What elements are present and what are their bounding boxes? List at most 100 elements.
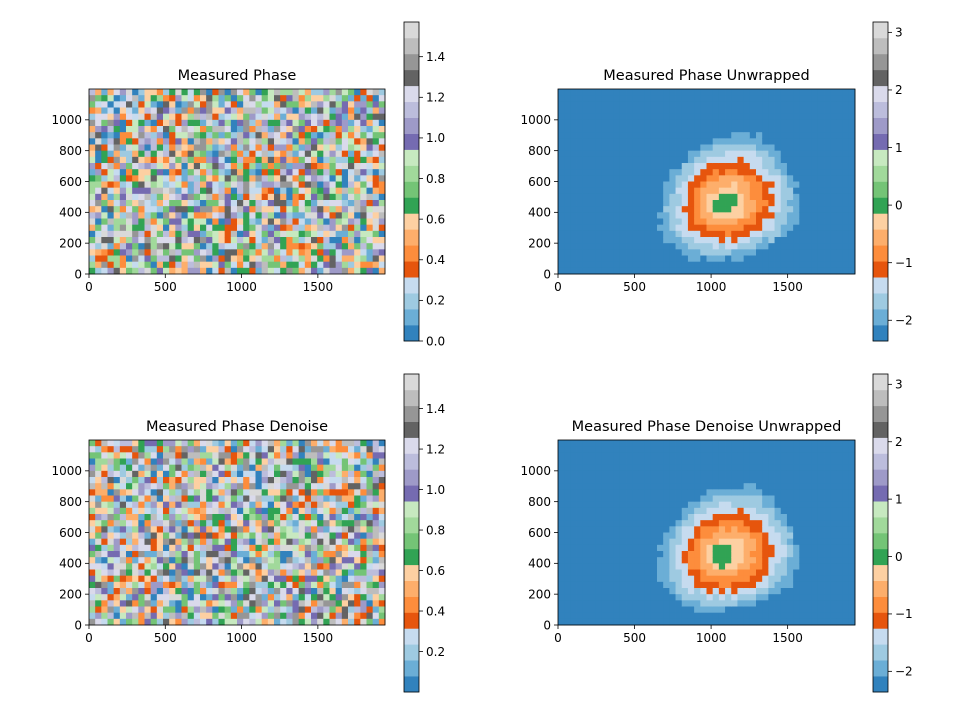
heatmap-cell <box>193 514 201 521</box>
heatmap-cell <box>687 156 695 164</box>
heatmap-cell <box>824 113 831 121</box>
heatmap-cell <box>638 175 646 182</box>
heatmap-cell <box>274 138 281 145</box>
heatmap-cell <box>249 193 256 201</box>
heatmap-cell <box>230 169 238 176</box>
heatmap-cell <box>206 477 213 484</box>
heatmap-cell <box>811 138 819 145</box>
heatmap-cell <box>638 101 646 108</box>
heatmap-cell <box>335 218 343 226</box>
heatmap-cell <box>187 169 195 176</box>
heatmap-cell <box>175 101 182 108</box>
heatmap-cell <box>576 181 584 189</box>
heatmap-cell <box>613 557 621 564</box>
heatmap-cell <box>805 255 813 263</box>
heatmap-cell <box>378 200 386 207</box>
heatmap-cell <box>280 569 287 577</box>
heatmap-cell <box>138 169 145 176</box>
heatmap-cell <box>249 581 256 589</box>
heatmap-cell <box>261 470 269 478</box>
heatmap-cell <box>564 181 571 189</box>
heatmap-cell <box>607 144 615 152</box>
heatmap-cell <box>119 150 127 158</box>
heatmap-cell <box>687 101 695 108</box>
heatmap-cell <box>274 477 281 484</box>
heatmap-cell <box>267 526 275 533</box>
heatmap-cell <box>366 588 374 595</box>
heatmap-cell <box>298 138 306 145</box>
heatmap-cell <box>169 156 176 164</box>
heatmap-cell <box>595 119 602 127</box>
heatmap-cell <box>286 477 293 484</box>
heatmap-cell <box>749 206 757 213</box>
heatmap-cell <box>570 119 577 127</box>
heatmap-cell <box>323 612 330 620</box>
heatmap-cell <box>230 89 238 96</box>
heatmap-cell <box>243 119 250 127</box>
heatmap-cell <box>218 224 226 232</box>
heatmap-cell <box>95 181 102 189</box>
heatmap-cell <box>824 144 831 152</box>
heatmap-cell <box>261 446 269 453</box>
heatmap-cell <box>187 156 195 164</box>
heatmap-cell <box>113 119 121 127</box>
heatmap-cell <box>230 212 238 219</box>
heatmap-cell <box>311 606 318 614</box>
heatmap-cell <box>619 224 627 232</box>
heatmap-cell <box>144 132 152 139</box>
heatmap-cell <box>601 544 608 552</box>
heatmap-cell <box>619 440 627 447</box>
heatmap-cell <box>749 107 757 115</box>
heatmap-cell <box>570 212 577 219</box>
heatmap-cell <box>588 169 596 176</box>
heatmap-cell <box>626 538 633 546</box>
heatmap-cell <box>588 606 596 614</box>
heatmap-cell <box>101 144 108 152</box>
heatmap-cell <box>329 538 337 546</box>
heatmap-cell <box>163 606 170 614</box>
heatmap-cell <box>595 588 602 595</box>
heatmap-cell <box>280 150 287 158</box>
heatmap-cell <box>286 470 293 478</box>
heatmap-cell <box>601 126 608 133</box>
heatmap-cell <box>762 200 769 207</box>
heatmap-cell <box>718 101 726 108</box>
heatmap-cell <box>644 563 652 570</box>
heatmap-cell <box>681 113 689 121</box>
heatmap-cell <box>372 95 380 102</box>
heatmap-cell <box>212 132 219 139</box>
colorbar-segment <box>873 133 888 150</box>
heatmap-cell <box>564 249 571 256</box>
heatmap-cell <box>249 107 256 115</box>
heatmap-cell <box>756 224 763 232</box>
heatmap-cell <box>644 138 652 145</box>
heatmap-cell <box>230 126 238 133</box>
heatmap-cell <box>657 446 664 453</box>
heatmap-cell <box>564 169 571 176</box>
heatmap-cell <box>286 464 293 472</box>
heatmap-cell <box>261 230 269 238</box>
heatmap-cell <box>107 507 115 515</box>
heatmap-cell <box>595 551 602 558</box>
heatmap-cell <box>576 132 584 139</box>
heatmap-cell <box>756 187 763 195</box>
heatmap-cell <box>311 532 318 540</box>
heatmap-cell <box>298 193 306 201</box>
heatmap-cell <box>138 113 145 121</box>
heatmap-cell <box>163 526 170 533</box>
heatmap-cell <box>805 249 813 256</box>
heatmap-cell <box>564 569 571 577</box>
heatmap-cell <box>799 107 806 115</box>
heatmap-cell <box>588 581 596 589</box>
heatmap-cell <box>311 255 318 263</box>
heatmap-cell <box>267 501 275 509</box>
heatmap-cell <box>113 218 121 226</box>
heatmap-cell <box>582 175 590 182</box>
heatmap-cell <box>89 551 96 558</box>
heatmap-cell <box>644 489 652 496</box>
heatmap-cell <box>842 261 850 269</box>
heatmap-cell <box>230 588 238 595</box>
heatmap-cell <box>824 150 831 158</box>
heatmap-cell <box>163 267 170 275</box>
heatmap-cell <box>311 163 318 170</box>
